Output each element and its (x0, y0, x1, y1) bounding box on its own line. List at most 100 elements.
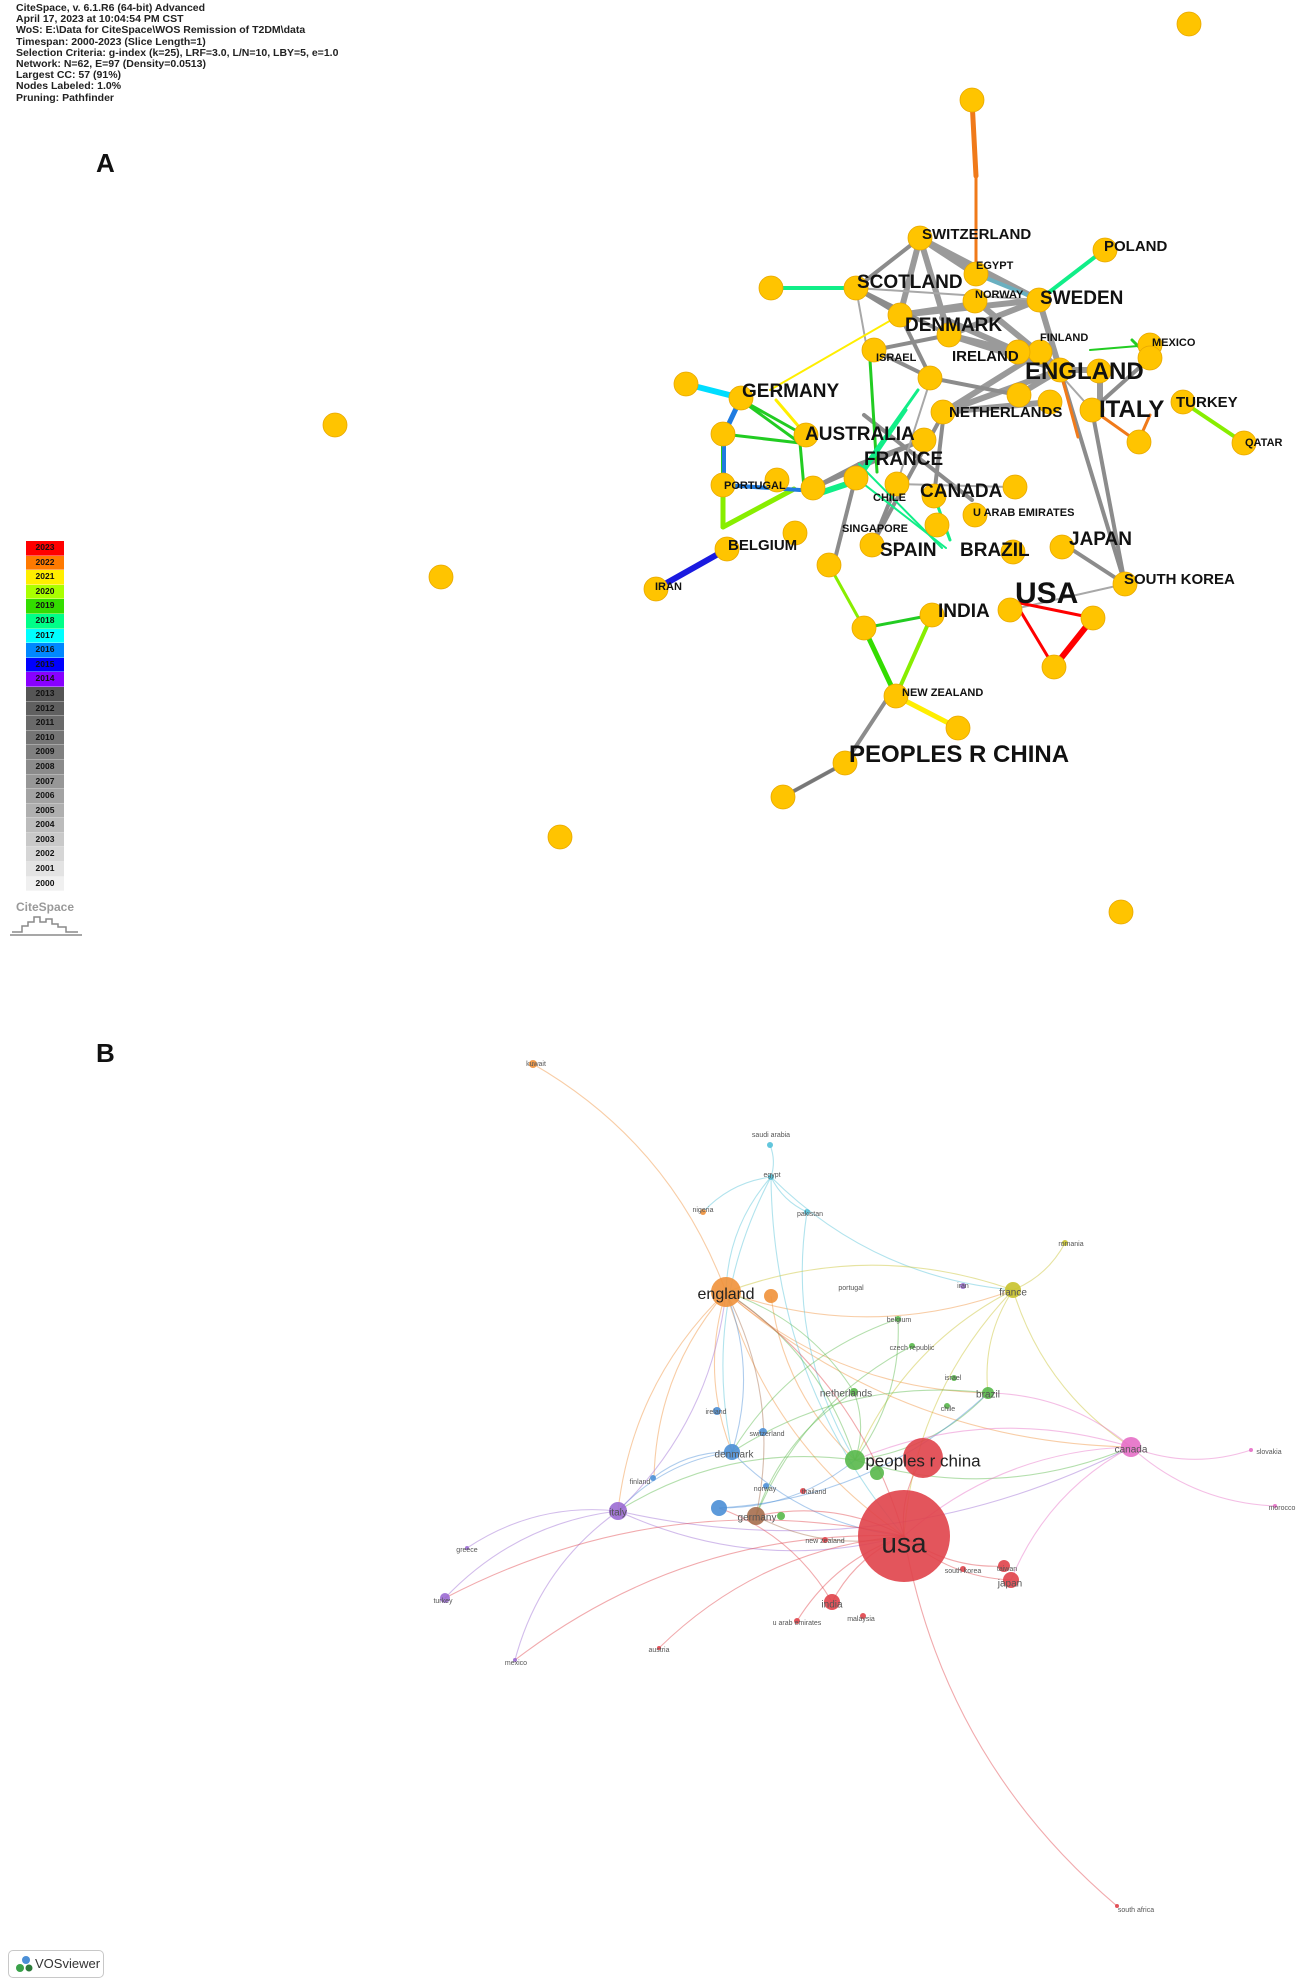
country-label: new zealand (805, 1538, 844, 1545)
country-node (843, 465, 869, 491)
legend-year-2009: 2009 (26, 745, 64, 760)
citespace-header: CiteSpace, v. 6.1.R6 (64-bit) Advanced A… (16, 2, 338, 104)
legend-year-2000: 2000 (26, 876, 64, 892)
country-node (845, 1450, 865, 1470)
country-node (770, 784, 796, 810)
country-node (1002, 474, 1028, 500)
link-line (713, 1291, 733, 1453)
legend-year-2004: 2004 (26, 818, 64, 833)
link-line (653, 1291, 727, 1479)
link-line (617, 1451, 733, 1512)
link-line (718, 1392, 989, 1509)
country-node (919, 602, 945, 628)
country-label: IRELAND (952, 348, 1019, 365)
country-label: BRAZIL (960, 540, 1030, 561)
country-node (824, 1594, 840, 1610)
citespace-network: SWITZERLAND POLAND EGYPT SCOTLAND NORWAY SWED… (322, 11, 1283, 925)
legend-year-2013: 2013 (26, 686, 64, 702)
link-line (722, 1176, 772, 1453)
country-node (944, 1403, 950, 1409)
country-label: CHILE (873, 492, 906, 504)
country-node (1041, 654, 1067, 680)
link-line (617, 1291, 727, 1512)
country-node (1079, 397, 1105, 423)
country-label: SWEDEN (1040, 288, 1123, 309)
link-line (854, 1392, 989, 1461)
country-node (700, 1209, 706, 1215)
country-node (1006, 382, 1032, 408)
panel-a-label: A (96, 148, 115, 178)
legend-year-2023: 2023 (26, 541, 64, 556)
country-node (850, 1388, 858, 1396)
link-line (987, 1392, 1132, 1448)
country-node (1112, 571, 1138, 597)
citespace-nodes (322, 11, 1257, 925)
country-node (1108, 899, 1134, 925)
country-label: thailand (802, 1489, 827, 1496)
country-node (322, 412, 348, 438)
legend-year-2019: 2019 (26, 599, 64, 614)
link-line (755, 1391, 855, 1517)
country-node (758, 275, 784, 301)
country-node (1115, 1904, 1119, 1908)
country-label: england (698, 1286, 755, 1303)
country-label: italy (609, 1508, 627, 1519)
country-node (1003, 1572, 1019, 1588)
country-label: U ARAB EMIRATES (973, 507, 1074, 519)
country-node (851, 615, 877, 641)
country-label: taiwan (997, 1566, 1017, 1573)
country-node (547, 824, 573, 850)
country-node (1126, 429, 1152, 455)
country-node (764, 1289, 778, 1303)
country-node (959, 87, 985, 113)
link-line (725, 1176, 772, 1293)
country-node (883, 683, 909, 709)
country-node (924, 512, 950, 538)
country-node (747, 1507, 765, 1525)
country-label: france (999, 1288, 1027, 1299)
country-label: NORWAY (975, 289, 1024, 301)
country-label: EGYPT (976, 260, 1014, 272)
country-label: FRANCE (864, 449, 943, 470)
link-line (718, 1459, 856, 1509)
country-node (1047, 357, 1073, 383)
country-node (1170, 389, 1196, 415)
country-label: POLAND (1104, 238, 1168, 255)
country-node (1176, 11, 1202, 37)
country-label: switzerland (749, 1431, 784, 1438)
citespace-logo: CiteSpace (10, 900, 82, 938)
legend-year-2008: 2008 (26, 759, 64, 775)
country-node (793, 422, 819, 448)
link-line (1012, 1289, 1132, 1448)
link-line (770, 1176, 1014, 1291)
link-line (466, 1509, 619, 1549)
country-node (767, 1142, 773, 1148)
link-line (444, 1510, 619, 1599)
country-node (804, 1209, 810, 1215)
country-label: USA (1015, 577, 1078, 610)
country-label: south africa (1118, 1907, 1154, 1914)
country-node (1000, 539, 1026, 565)
country-node (909, 1343, 915, 1349)
link-line (770, 1295, 856, 1461)
country-label: ENGLAND (1025, 358, 1144, 385)
legend-year-2020: 2020 (26, 584, 64, 600)
country-node (440, 1593, 450, 1603)
link-line (725, 1291, 855, 1393)
header-line: Largest CC: 57 (91%) (16, 69, 122, 82)
header-line: WoS: E:\Data for CiteSpace\WOS Remission… (16, 24, 306, 37)
skyline-icon (10, 916, 82, 936)
country-label: ireland (705, 1409, 726, 1416)
link-line (652, 1451, 733, 1479)
link-line (801, 1211, 856, 1461)
citespace-logo-text: CiteSpace (16, 900, 75, 914)
legend-year-2016: 2016 (26, 643, 64, 658)
link-line (1130, 1446, 1252, 1460)
legend-year-2021: 2021 (26, 570, 64, 585)
country-label: FINLAND (1040, 332, 1088, 344)
legend-year-2003: 2003 (26, 832, 64, 848)
country-label: slovakia (1256, 1449, 1281, 1456)
country-node (843, 275, 869, 301)
country-node (951, 1375, 957, 1381)
legend-year-2014: 2014 (26, 672, 64, 687)
